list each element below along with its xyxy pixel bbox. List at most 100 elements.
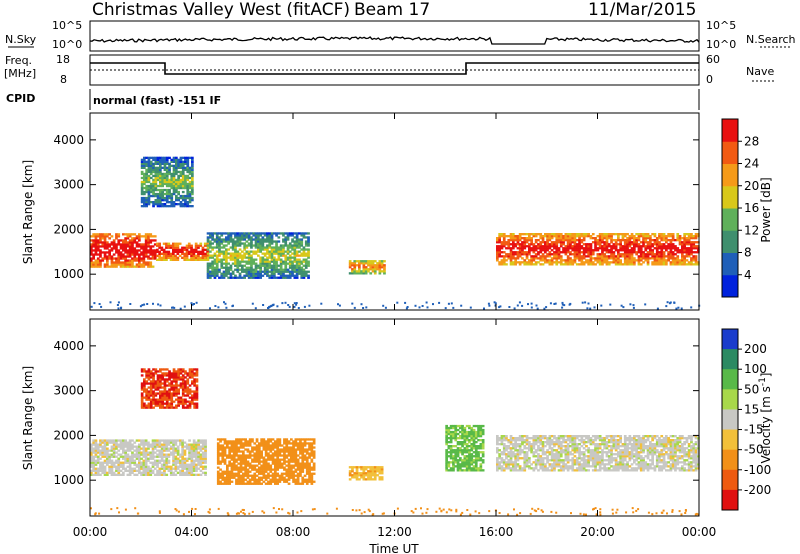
heatmap-cell [213,262,217,265]
heatmap-cell [307,252,310,255]
heatmap-cell [165,447,169,450]
heatmap-cell [188,156,192,159]
heatmap-cell [242,438,245,441]
heatmap-cell [172,188,176,192]
heatmap-cell [144,463,148,466]
heatmap-cell [619,253,622,256]
heatmap-cell [175,184,178,188]
heatmap-cell [665,263,668,266]
heatmap-cell [126,261,130,264]
heatmap-cell [591,253,595,256]
heatmap-cell [230,466,234,469]
heatmap-cell [115,465,118,468]
heatmap-cell [512,255,515,258]
heatmap-cell [90,447,93,450]
heatmap-cell [530,239,533,242]
heatmap-cell [93,302,96,305]
heatmap-cell [262,468,266,471]
heatmap-cell [124,233,127,236]
heatmap-cell [575,253,579,256]
heatmap-cell [305,458,309,461]
heatmap-cell [498,237,501,240]
heatmap-cell [630,235,634,238]
heatmap-cell [255,452,259,455]
heatmap-cell [147,261,150,264]
heatmap-cell [293,266,297,269]
heatmap-cell [671,239,675,242]
heatmap-cell [191,182,194,186]
heatmap-cell [287,476,291,479]
heatmap-cell [252,250,256,253]
heatmap-cell [267,444,270,447]
heatmap-cell [181,394,185,397]
heatmap-cell [176,250,180,253]
heatmap-cell [242,452,245,455]
heatmap-cell [541,245,545,248]
heatmap-cell [601,245,604,248]
heatmap-cell [181,463,184,466]
heatmap-cell [351,272,354,275]
heatmap-cell [209,236,212,239]
heatmap-cell [291,238,294,241]
heatmap-cell [270,276,274,279]
heatmap-cell [294,450,298,453]
heatmap-cell [675,307,678,310]
heatmap-cell [162,258,166,261]
heatmap-cell [178,250,182,253]
heatmap-cell [159,398,162,401]
heatmap-cell [179,372,183,375]
heatmap-cell [108,441,111,444]
heatmap-cell [219,444,222,447]
heatmap-cell [144,461,148,464]
heatmap-cell [96,473,100,476]
heatmap-cell [244,482,247,485]
heatmap-cell [168,396,171,399]
heatmap-cell [156,378,160,381]
heatmap-cell [673,301,676,304]
heatmap-cell [192,461,196,464]
heatmap-cell [175,158,178,161]
heatmap-cell [199,473,203,476]
heatmap-cell [211,242,214,245]
heatmap-cell [298,260,301,263]
heatmap-cell [172,205,176,208]
heatmap-cell [106,449,109,452]
heatmap-cell [244,468,247,471]
heatmap-cell [546,239,549,242]
heatmap-cell [619,245,622,248]
heatmap-cell [292,446,295,449]
heatmap-cell [161,394,164,397]
cpid-label: CPID [6,92,35,105]
heatmap-cell [206,238,210,241]
heatmap-cell [603,259,606,262]
heatmap-cell [115,237,118,240]
heatmap-cell [234,258,237,261]
heatmap-cell [144,235,148,238]
heatmap-cell [255,470,259,473]
heatmap-cell [188,404,192,407]
heatmap-cell [287,454,291,457]
heatmap-cell [270,256,274,259]
heatmap-cell [603,237,606,240]
heatmap-cell [235,460,238,463]
heatmap-cell [145,190,148,194]
heatmap-cell [131,443,134,446]
heatmap-cell [172,172,176,176]
heatmap-cell [199,242,203,245]
heatmap-cell [564,233,568,236]
heatmap-cell [683,241,686,244]
heatmap-cell [99,259,102,262]
heatmap-cell [295,254,299,257]
heatmap-cell [165,390,169,393]
heatmap-cell [177,178,180,182]
heatmap-cell [181,390,185,393]
heatmap-cell [557,247,561,250]
heatmap-cell [92,257,95,260]
heatmap-cell [188,184,192,188]
heatmap-cell [169,441,173,444]
heatmap-cell [143,388,146,391]
heatmap-cell [145,184,148,188]
heatmap-cell [635,243,638,246]
heatmap-cell [537,253,540,256]
heatmap-cell [168,196,171,200]
